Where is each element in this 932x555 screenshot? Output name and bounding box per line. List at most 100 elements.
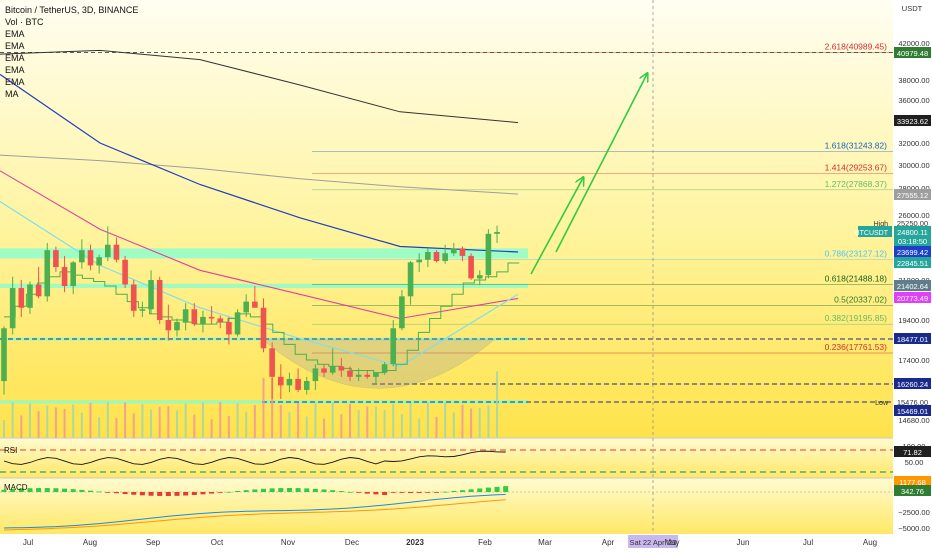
macd-histogram-bar (416, 492, 422, 493)
candle-body (79, 250, 85, 263)
candles (1, 225, 500, 400)
ema-legend-5[interactable]: EMA (5, 77, 25, 87)
candle-body (468, 255, 474, 279)
candle-body (451, 248, 457, 254)
price-badge-text: 342.76 (901, 487, 924, 496)
macd-histogram-bar (105, 492, 111, 493)
candle-body (191, 309, 198, 325)
macd-histogram-bar (468, 489, 474, 492)
candle-body (243, 301, 249, 313)
volume-bar (167, 406, 170, 438)
projection-arrow-long (555, 74, 647, 253)
macd-histogram-bar (356, 492, 362, 493)
time-tick: Feb (478, 538, 492, 547)
candle-body (433, 252, 440, 262)
time-axis-background (0, 534, 893, 550)
rsi-tick: 50.00 (905, 458, 924, 467)
fib-label: 0.5(20337.02) (834, 295, 887, 305)
volume-bar (435, 416, 438, 438)
volume-bar (193, 414, 196, 438)
price-badge-text: 27555.12 (897, 191, 928, 200)
price-badges: 40979.48 33923.62 27555.12 25250.00 High 2480… (855, 47, 931, 496)
macd-histogram-bar (209, 492, 215, 494)
volume-legend[interactable]: Vol · BTC (5, 17, 44, 27)
ema-legend-3[interactable]: EMA (5, 53, 25, 63)
volume-bar (323, 418, 326, 438)
macd-histogram-bar (252, 489, 258, 492)
price-badge (894, 405, 931, 416)
ema-legend-1[interactable]: EMA (5, 29, 25, 39)
price-tick: 14680.00 (898, 416, 929, 425)
macd-histogram-bar (503, 486, 509, 492)
support-band (0, 248, 528, 259)
projection-arrow[interactable] (530, 74, 647, 275)
candle-body (148, 280, 154, 310)
fib-label: 2.618(40989.45) (825, 41, 888, 51)
macd-histogram-bar (235, 490, 241, 492)
ema-legend-4[interactable]: EMA (5, 65, 25, 75)
candle-body (252, 301, 258, 308)
ema-blue-line (0, 73, 519, 253)
volume-bar (470, 408, 473, 438)
candle-body (105, 244, 111, 258)
candle-body (9, 288, 16, 329)
volume-bar (132, 413, 135, 438)
price-badge-text: 1177.68 (899, 478, 926, 487)
volume-bar (54, 407, 57, 438)
macd-indicator (0, 486, 893, 531)
macd-histogram-bar (494, 486, 500, 492)
price-badge-text: 15476.00 (897, 398, 928, 407)
volume-bar (115, 418, 118, 438)
price-badge-text: 71.82 (903, 448, 922, 457)
fib-label: 1.272(27868.37) (825, 179, 888, 189)
rsi-indicator (0, 449, 893, 473)
crosshair-date-badge (628, 535, 678, 548)
candle-body (425, 252, 431, 260)
macd-histogram-bar (18, 488, 24, 492)
fib-levels: 2.618(40989.45) 1.618(31243.82) 1.414(2925… (0, 41, 893, 403)
volume-bar (158, 406, 161, 438)
candle-body (130, 284, 137, 311)
macd-histogram-bar (62, 488, 68, 492)
price-tag-label: Low (875, 400, 889, 407)
symbol-title[interactable]: Bitcoin / TetherUS, 3D, BINANCE (5, 5, 139, 15)
fib-label: 0.786(23127.12) (825, 248, 888, 258)
candle-body (303, 381, 310, 390)
macd-histogram-bar (434, 492, 439, 493)
volume-bar (37, 411, 40, 438)
volume-bar (279, 404, 282, 438)
price-badge (894, 115, 931, 126)
candle-body (226, 322, 232, 335)
candle-body (321, 368, 327, 373)
macd-histogram-bar (338, 491, 344, 492)
volume-bar (271, 378, 274, 438)
time-tick: Apr (602, 538, 615, 547)
volume-bar (150, 409, 153, 438)
macd-histogram-bar (261, 488, 266, 492)
macd-histogram-bar (148, 492, 154, 496)
fib-label: 0.618(21488.18) (825, 274, 888, 284)
price-badge-text: 20773.49 (897, 294, 928, 303)
volume-bar (28, 403, 31, 438)
crosshair: Sat 22 Apr '23 (628, 0, 678, 548)
cup-pattern (261, 338, 496, 389)
candle-body (442, 253, 448, 262)
macd-histogram-bar (485, 487, 491, 492)
volume-bar (3, 420, 5, 438)
candle-body (364, 374, 371, 377)
fib-label: 1.414(29253.67) (825, 163, 888, 173)
ema-legend-2[interactable]: EMA (5, 41, 25, 51)
ma-legend[interactable]: MA (5, 89, 19, 99)
price-badge (894, 235, 931, 246)
price-tick: 30000.00 (898, 161, 929, 170)
time-axis[interactable]: Jul Aug Sep Oct Nov Dec 2023 Feb Mar Apr May Jun Jul… (23, 538, 877, 547)
candle-body (18, 288, 25, 308)
candle-body (87, 250, 94, 266)
macd-histogram-bar (217, 492, 223, 493)
price-tag-label: High (874, 221, 889, 228)
volume-bar (46, 405, 49, 438)
volume-bar (357, 410, 360, 438)
candle-body (347, 370, 353, 377)
macd-histogram-bar (312, 488, 318, 492)
